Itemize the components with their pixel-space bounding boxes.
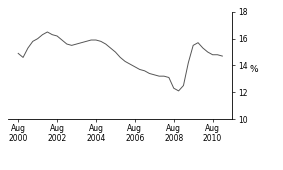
Y-axis label: %: % (249, 65, 258, 74)
